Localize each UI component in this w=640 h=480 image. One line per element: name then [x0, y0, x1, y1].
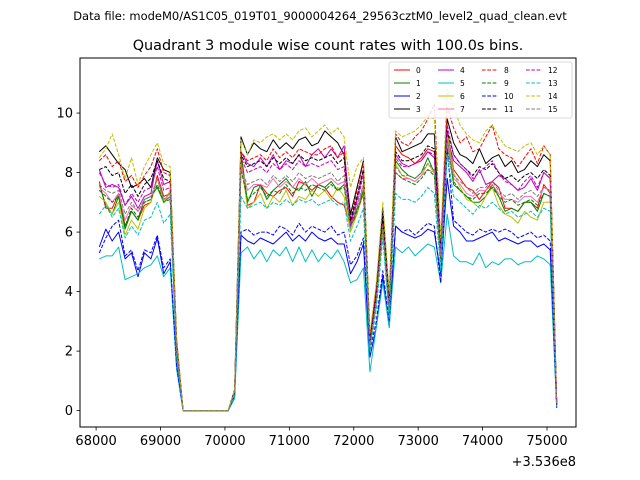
y-tick-label: 6 [65, 226, 73, 241]
y-tick-label: 0 [65, 404, 73, 419]
legend-label-3: 3 [416, 105, 421, 114]
x-tick-label: 71000 [269, 434, 310, 449]
legend-label-13: 13 [548, 79, 558, 88]
series-line-15 [98, 139, 558, 412]
legend-label-9: 9 [504, 79, 509, 88]
legend-label-6: 6 [460, 92, 465, 101]
x-tick-label: 68000 [75, 434, 116, 449]
x-tick-label: 74000 [462, 434, 503, 449]
series-line-11 [99, 130, 558, 412]
legend-label-4: 4 [460, 66, 465, 75]
x-tick-label: 75000 [526, 434, 567, 449]
series-layer [98, 88, 558, 412]
axes-frame [79, 57, 577, 428]
y-tick-label: 4 [65, 285, 73, 300]
legend-label-2: 2 [416, 92, 421, 101]
legend-box [388, 61, 573, 119]
legend-label-11: 11 [504, 105, 514, 114]
y-axis: 0 2 4 6 8 10 [56, 107, 80, 419]
x-tick-label: 69000 [140, 434, 181, 449]
y-tick-label: 8 [65, 166, 73, 181]
x-tick-label: 70000 [204, 434, 245, 449]
legend-label-7: 7 [460, 105, 465, 114]
x-offset-label: +3.536e8 [512, 455, 576, 470]
legend-label-12: 12 [548, 66, 558, 75]
x-axis: 68000 69000 70000 71000 72000 73000 74000 75000 [75, 427, 568, 449]
series-line-5 [99, 213, 558, 412]
y-tick-label: 10 [56, 107, 73, 122]
legend-label-8: 8 [504, 66, 509, 75]
series-line-10 [98, 148, 558, 412]
legend-label-10: 10 [504, 92, 514, 101]
legend-label-0: 0 [416, 66, 421, 75]
x-tick-label: 72000 [333, 434, 374, 449]
legend-label-14: 14 [548, 92, 558, 101]
chart-title: Quadrant 3 module wise count rates with … [133, 38, 524, 54]
legend-label-5: 5 [460, 79, 465, 88]
x-tick-label: 73000 [398, 434, 439, 449]
series-line-14 [98, 88, 558, 412]
legend-label-1: 1 [416, 79, 421, 88]
plot-area: 68000 69000 70000 71000 72000 73000 74000 75000… [56, 57, 577, 470]
suptitle: Data file: modeM0/AS1C05_019T01_90000042… [73, 9, 567, 23]
legend-label-15: 15 [548, 105, 558, 114]
y-tick-label: 2 [65, 345, 73, 360]
